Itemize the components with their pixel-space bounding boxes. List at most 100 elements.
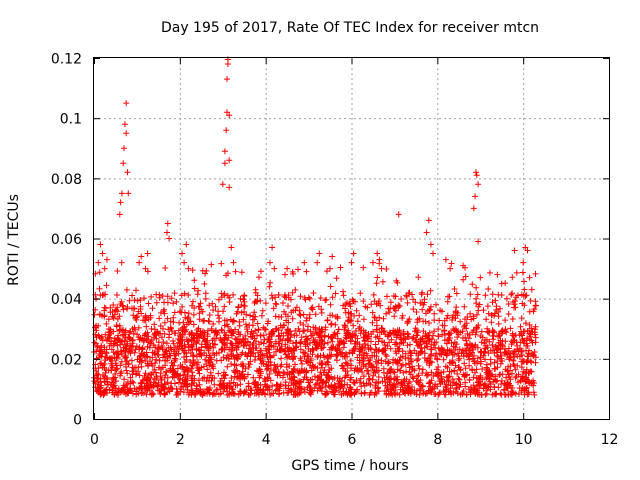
data-point [438, 344, 445, 351]
data-point [136, 344, 143, 351]
y-axis-label: ROTI / TECUs [6, 194, 22, 286]
data-point [444, 298, 451, 305]
data-point [522, 320, 529, 327]
data-point [104, 354, 111, 361]
data-point [448, 340, 455, 346]
data-point [254, 332, 260, 339]
data-point [379, 378, 386, 385]
data-point [462, 273, 469, 280]
data-point [273, 325, 280, 332]
data-point [152, 351, 159, 357]
data-point [286, 363, 293, 370]
data-point [519, 332, 525, 339]
data-point [196, 310, 203, 317]
data-point [103, 256, 110, 263]
data-point [209, 363, 215, 370]
data-point [357, 290, 364, 297]
data-point [240, 316, 247, 323]
data-point [234, 355, 241, 362]
data-point [484, 365, 491, 372]
data-point [447, 265, 454, 272]
data-point [460, 276, 467, 283]
data-point [253, 390, 260, 397]
data-point [353, 307, 360, 314]
data-point [427, 306, 434, 313]
data-point [512, 366, 519, 373]
data-point [258, 268, 264, 275]
data-point [223, 354, 230, 361]
data-point [203, 267, 210, 274]
data-point [375, 338, 382, 345]
data-point [427, 287, 434, 294]
data-point [444, 364, 451, 371]
data-point [125, 190, 132, 197]
data-point [213, 335, 220, 342]
data-point [419, 382, 426, 389]
data-point [143, 376, 150, 382]
data-point [240, 362, 247, 369]
data-point [309, 351, 316, 358]
data-point [282, 294, 289, 301]
data-point [216, 318, 222, 325]
data-point [451, 368, 458, 375]
data-point [168, 385, 175, 392]
data-point [113, 378, 119, 385]
data-point [161, 310, 168, 317]
data-point [245, 364, 252, 371]
data-point [385, 359, 392, 366]
data-point [203, 361, 210, 367]
data-point [491, 312, 498, 319]
data-point [91, 311, 98, 318]
data-point [307, 359, 314, 366]
data-point [338, 377, 345, 384]
data-point [375, 367, 382, 374]
data-point [477, 360, 484, 367]
data-point [462, 334, 469, 341]
data-point [319, 380, 326, 387]
data-point [111, 340, 118, 347]
data-point [260, 340, 267, 347]
data-point [297, 346, 304, 353]
data-point [245, 371, 251, 378]
data-point [501, 386, 508, 393]
data-point [498, 352, 505, 359]
data-point [108, 360, 115, 367]
data-point [370, 259, 376, 266]
data-point [164, 389, 171, 396]
data-point [360, 327, 367, 334]
data-point [179, 303, 186, 310]
data-point [137, 380, 144, 387]
data-point [122, 341, 128, 348]
data-point [492, 391, 499, 398]
data-point [381, 347, 388, 354]
data-point [484, 325, 491, 332]
data-point [299, 360, 305, 367]
data-point [101, 390, 108, 397]
data-point [523, 347, 529, 354]
data-point [368, 338, 374, 345]
data-point [435, 333, 442, 340]
data-point [409, 366, 416, 372]
data-point [266, 334, 273, 340]
data-point [143, 391, 150, 398]
data-point [228, 244, 235, 251]
data-point [194, 364, 201, 371]
data-point [475, 307, 482, 314]
data-point [118, 358, 125, 365]
data-point [388, 375, 395, 382]
x-tick-label: 0 [90, 432, 99, 448]
data-point [392, 293, 399, 300]
data-point [217, 381, 224, 388]
data-point [483, 390, 490, 397]
data-point [347, 357, 354, 364]
data-point [226, 299, 233, 305]
data-point [301, 259, 308, 266]
data-point [118, 351, 125, 357]
data-point [303, 358, 310, 365]
data-point [185, 292, 192, 298]
data-point [508, 388, 515, 395]
data-point [415, 329, 421, 336]
data-point [210, 344, 217, 351]
data-point [297, 339, 304, 346]
data-point [109, 313, 116, 320]
